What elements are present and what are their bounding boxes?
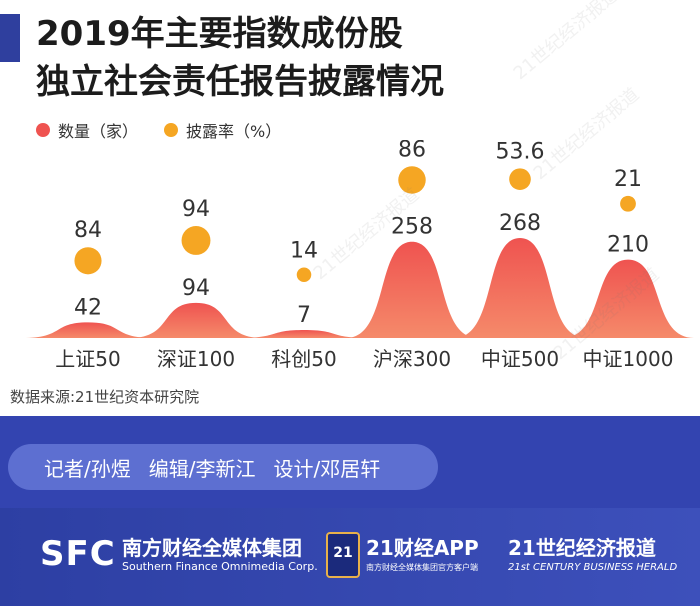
sfc-logo: SFC	[40, 534, 116, 574]
sfc-brand: SFC 南方财经全媒体集团 Southern Finance Omnimedia…	[40, 530, 318, 586]
rate-dot	[181, 226, 211, 255]
count-peak	[454, 238, 586, 338]
title-line-2: 独立社会责任报告披露情况	[36, 62, 444, 102]
brand-band: SFC 南方财经全媒体集团 Southern Finance Omnimedia…	[0, 508, 700, 606]
x-tick-label: 科创50	[271, 347, 336, 371]
title-accent-bar	[0, 14, 20, 62]
rate-value-label: 94	[182, 197, 210, 222]
title-line-1: 2019年主要指数成份股	[36, 14, 403, 54]
legend-rate-label: 披露率（%）	[186, 122, 282, 141]
legend-rate-swatch	[164, 123, 179, 137]
data-source: 数据来源:21世纪资本研究院	[10, 388, 200, 406]
rate-value-label: 84	[74, 218, 102, 243]
app-name: 21财经APP	[366, 536, 479, 560]
legend: 数量（家） 披露率（%）	[36, 118, 307, 142]
app-subtitle: 南方财经全媒体集团官方客户端	[366, 563, 478, 572]
rate-dot	[296, 267, 312, 282]
data-labels: 42 84 94 94 7 14 258 86 268 53.6 210 21	[74, 140, 649, 328]
count-peak	[562, 259, 694, 338]
legend-count-swatch	[36, 123, 50, 137]
rate-dot	[509, 168, 531, 190]
chart-canvas: 42 84 94 94 7 14 258 86 268 53.6 210 21 上证50 深证100 科创…	[22, 140, 694, 371]
rate-series	[74, 166, 636, 282]
x-tick-label: 上证50	[55, 347, 120, 371]
chart-title: 2019年主要指数成份股 独立社会责任报告披露情况	[36, 10, 676, 106]
count-value-label: 42	[74, 295, 102, 320]
x-tick-label: 中证500	[481, 347, 559, 371]
count-peak	[238, 330, 370, 338]
editor-credit: 编辑/李新江	[148, 456, 256, 481]
legend-item-rate: 披露率（%）	[164, 118, 281, 142]
herald-name-cn: 21世纪经济报道	[508, 536, 656, 560]
herald-name-en: 21st CENTURY BUSINESS HERALD	[508, 562, 678, 573]
credits-panel: 记者/孙煜 编辑/李新江 设计/邓居轩	[0, 416, 700, 508]
legend-count-label: 数量（家）	[58, 122, 139, 141]
rate-value-label: 21	[614, 167, 642, 192]
designer-credit: 设计/邓居轩	[273, 456, 381, 481]
sfc-name-en: Southern Finance Omnimedia Corp.	[122, 560, 318, 573]
app-brand: 21 21财经APP 南方财经全媒体集团官方客户端	[326, 530, 496, 586]
rate-dot	[398, 166, 426, 194]
count-value-label: 258	[391, 215, 433, 240]
count-value-label: 268	[499, 211, 541, 236]
rate-value-label: 53.6	[496, 140, 545, 164]
credits-box: 记者/孙煜 编辑/李新江 设计/邓居轩	[8, 444, 438, 490]
count-value-label: 210	[607, 233, 649, 258]
count-series	[22, 238, 694, 338]
x-tick-label: 沪深300	[373, 347, 451, 371]
x-tick-label: 深证100	[157, 347, 235, 371]
sfc-name-cn: 南方财经全媒体集团	[122, 536, 302, 560]
count-value-label: 94	[182, 276, 210, 301]
rate-dot	[74, 247, 102, 275]
x-tick-label: 中证1000	[583, 347, 674, 371]
rate-value-label: 14	[290, 238, 318, 263]
count-peak	[130, 302, 262, 338]
count-peak	[346, 241, 479, 338]
count-peak	[22, 322, 154, 338]
rate-dot	[620, 195, 636, 212]
reporter-credit: 记者/孙煜	[44, 456, 131, 481]
app-badge-logo: 21	[326, 532, 360, 578]
rate-value-label: 86	[398, 140, 426, 162]
legend-item-count: 数量（家）	[36, 118, 138, 142]
x-axis-ticks: 上证50 深证100 科创50 沪深300 中证500 中证1000	[55, 347, 673, 371]
herald-brand: 21世纪经济报道 21st CENTURY BUSINESS HERALD	[508, 530, 688, 586]
count-value-label: 7	[297, 303, 311, 328]
